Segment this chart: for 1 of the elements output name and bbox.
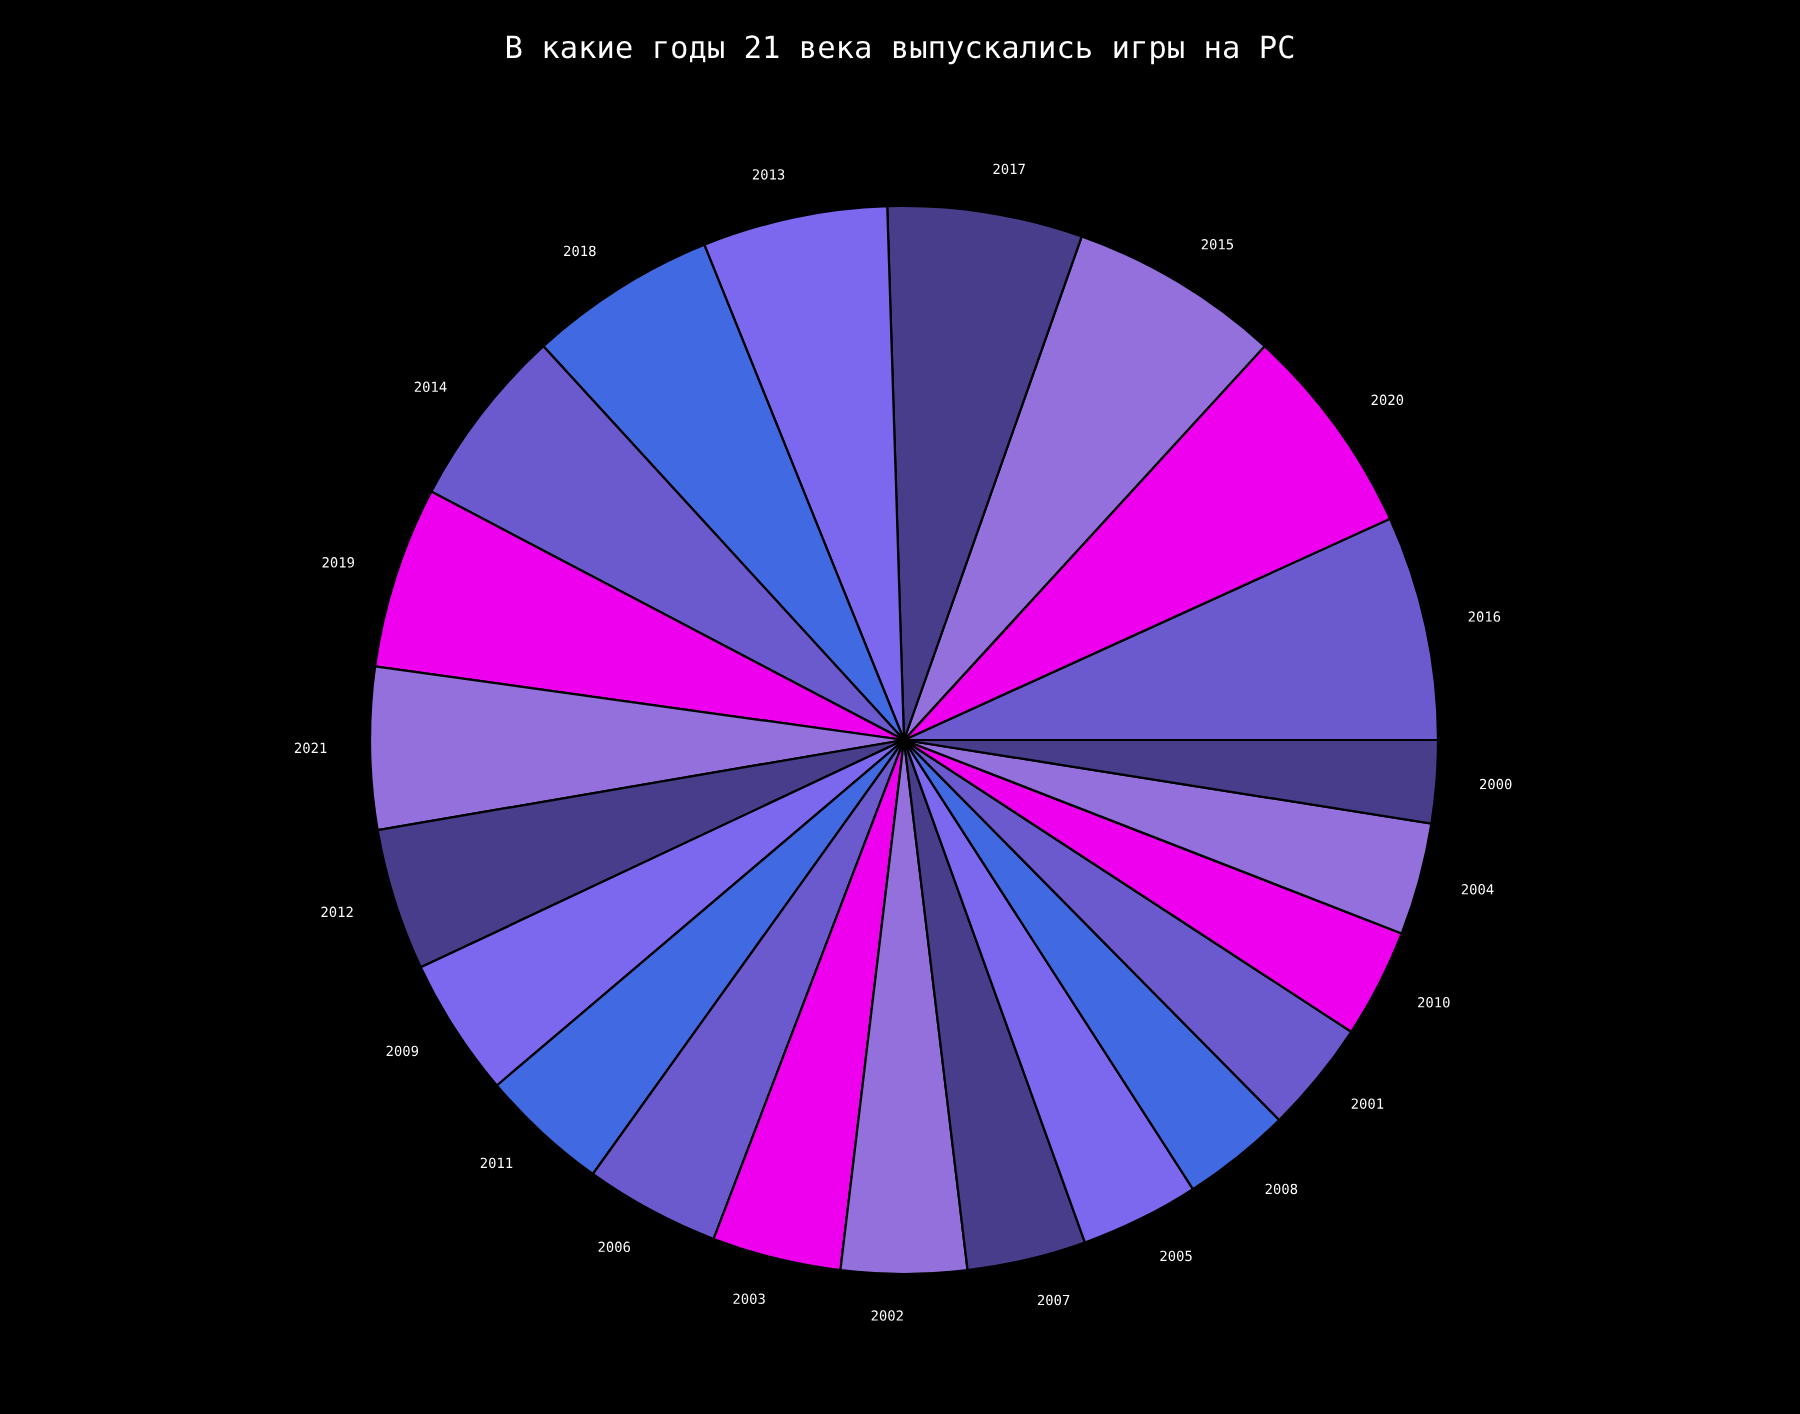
chart-title: В какие годы 21 века выпускались игры на PC bbox=[506, 35, 1294, 65]
